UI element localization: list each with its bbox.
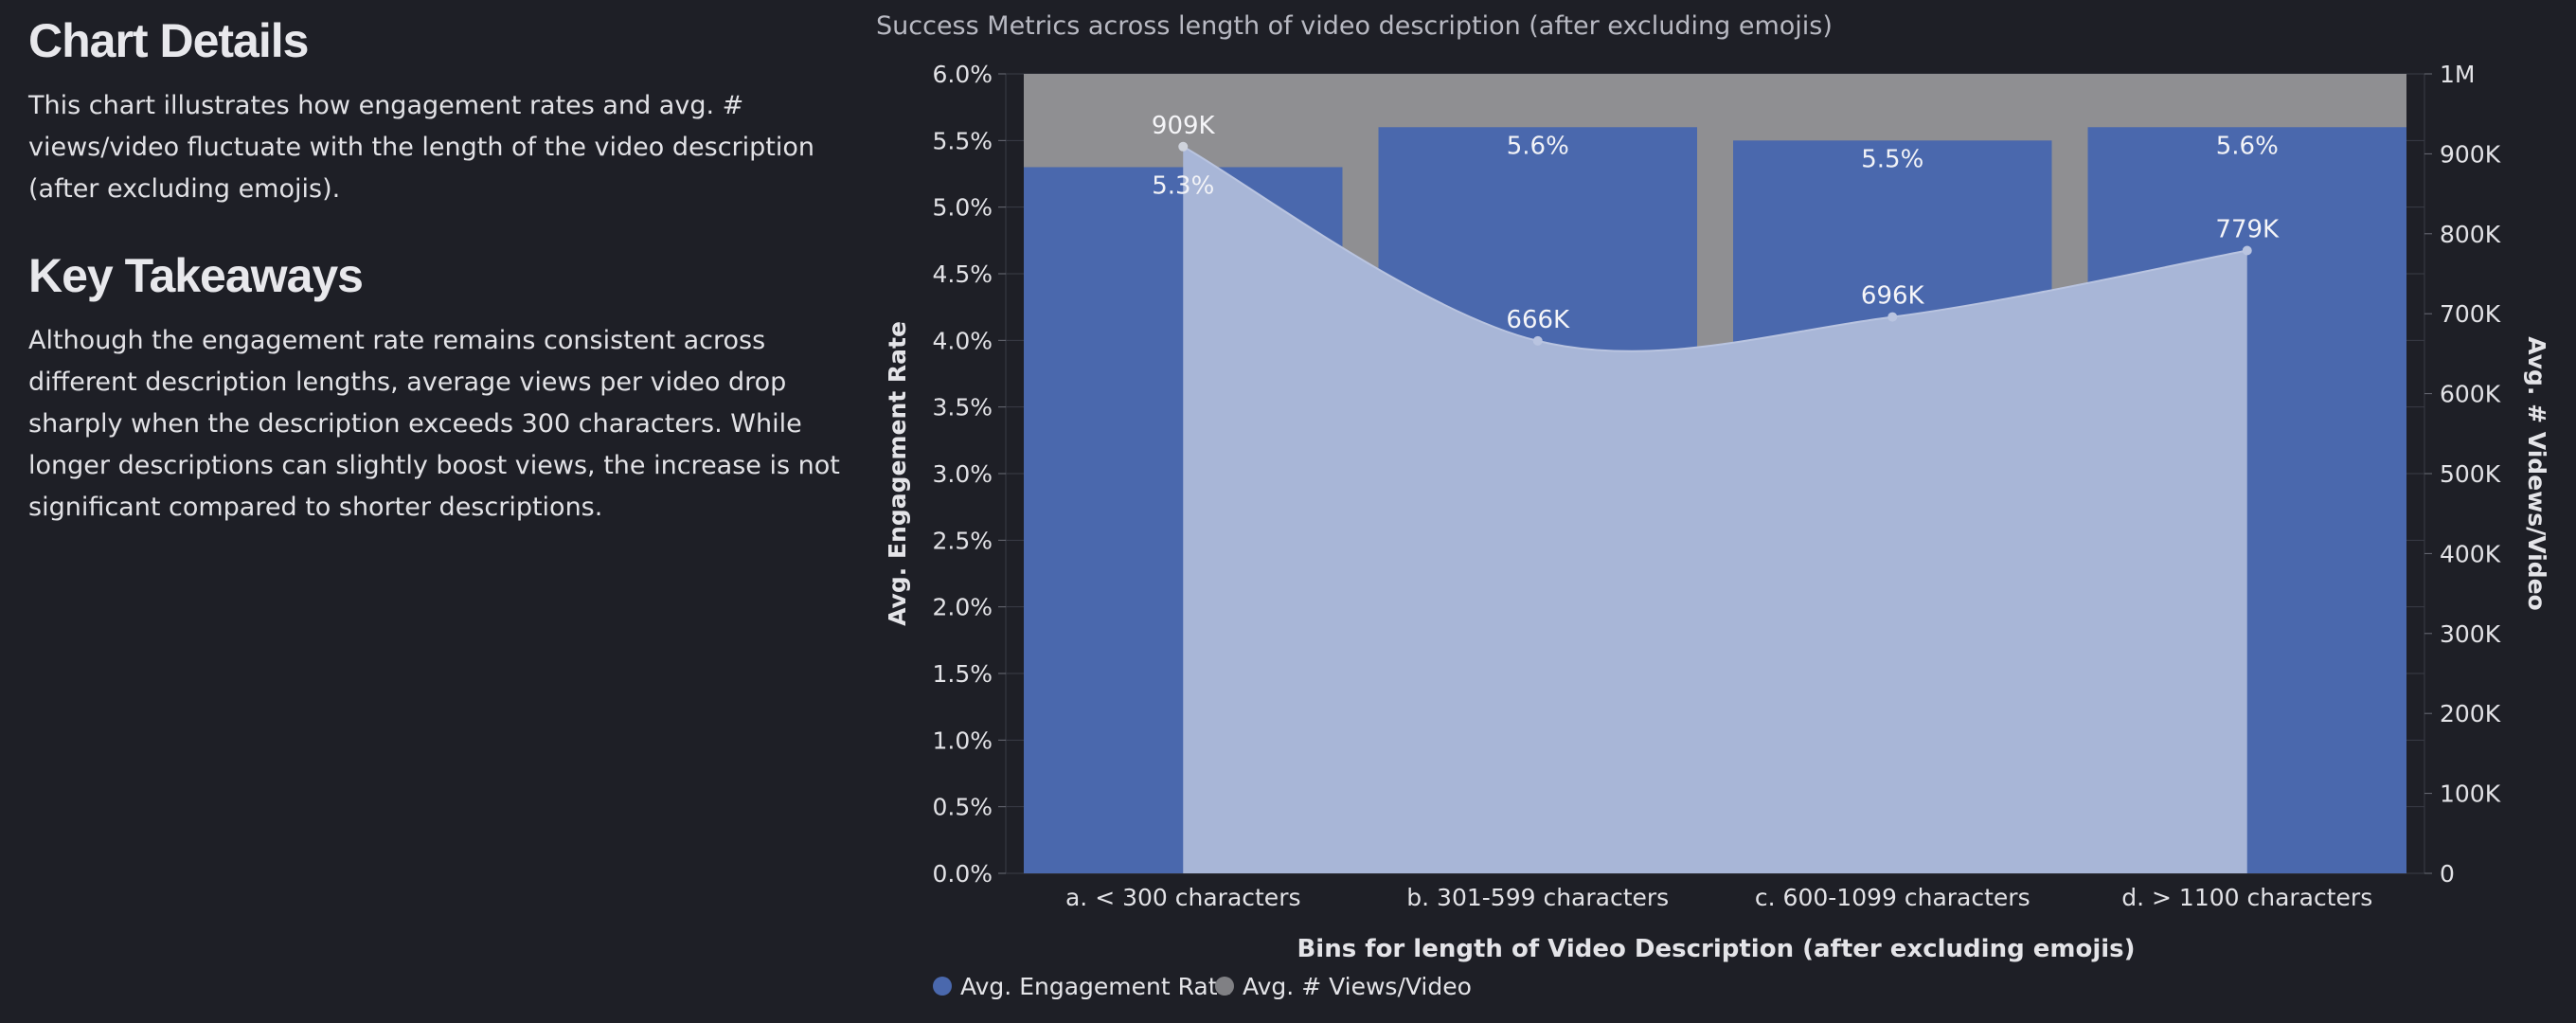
legend-item-views[interactable]: Avg. # Views/Video (1215, 973, 1472, 1000)
y2-tick-label: 800K (2440, 221, 2501, 248)
legend-views-marker (1215, 977, 1234, 996)
x-tick-label: b. 301-599 characters (1406, 884, 1669, 911)
x-axis-title: Bins for length of Video Description (af… (1297, 935, 2135, 963)
bar-value-label: 5.6% (2216, 132, 2279, 160)
views-value-label: 779K (2215, 216, 2280, 244)
y-tick-label: 0.0% (932, 860, 993, 888)
views-area-fill (1183, 146, 2247, 873)
views-point (1532, 335, 1543, 346)
y-tick-label: 3.5% (932, 394, 993, 422)
views-area (1178, 141, 2252, 873)
y-tick-label: 2.5% (932, 527, 993, 554)
y-tick-label: 4.5% (932, 260, 993, 288)
legend-engagement-label: Avg. Engagement Rate (960, 973, 1232, 1000)
y-tick-label: 1.5% (932, 660, 993, 688)
combo-chart: Success Metrics across length of video d… (876, 11, 2550, 1000)
y2-tick-label: 300K (2440, 620, 2501, 648)
y-tick-label: 5.0% (932, 194, 993, 222)
key-takeaways-text: Although the engagement rate remains con… (28, 326, 840, 522)
y2-tick-label: 700K (2440, 300, 2501, 328)
y2-tick-label: 600K (2440, 381, 2501, 408)
y2-tick-label: 100K (2440, 781, 2501, 808)
y2-tick-label: 400K (2440, 540, 2501, 567)
y2-tick-label: 0 (2440, 860, 2455, 888)
y-axis-title: Avg. Engagement Rate (884, 321, 911, 626)
x-tick-label: d. > 1100 characters (2121, 884, 2372, 911)
data-labels: 5.3% 5.6% 5.5% 5.6% 909K 666K 696K 779K (1152, 112, 2280, 334)
y2-axis-title: Avg. # Videws/Video (2523, 336, 2550, 610)
bar-value-label: 5.6% (1507, 132, 1569, 160)
y-tick-label: 3.0% (932, 460, 993, 488)
y2-tick-label: 1M (2440, 61, 2475, 88)
views-point (1178, 141, 1189, 152)
y-tick-label: 6.0% (932, 61, 993, 88)
x-tick-label: c. 600-1099 characters (1755, 884, 2030, 911)
axes: 0.0% 0.5% 1.0% 1.5% 2.0% 2.5% 3.0% 3.5% 4.0% 4.5%… (932, 61, 2500, 911)
views-point (1887, 312, 1898, 322)
y-tick-label: 5.5% (932, 127, 993, 154)
y2-tick-label: 900K (2440, 140, 2501, 168)
views-line (1182, 145, 2247, 352)
views-value-label: 909K (1152, 112, 1216, 140)
y-tick-label: 2.0% (932, 594, 993, 621)
y-tick-label: 4.0% (932, 327, 993, 354)
legend: Avg. Engagement Rate Avg. # Views/Video (933, 973, 1472, 1000)
bar-value-label: 5.5% (1861, 145, 1923, 173)
chart-container: Success Metrics across length of video d… (852, 0, 2576, 1019)
x-tick-label: a. < 300 characters (1065, 884, 1301, 911)
key-takeaways-heading: Key Takeaways (28, 249, 364, 302)
views-value-label: 696K (1861, 282, 1925, 311)
bar-value-label: 5.3% (1152, 171, 1214, 200)
chart-details-text: This chart illustrates how engagement ra… (28, 91, 815, 204)
y-tick-label: 0.5% (932, 794, 993, 821)
legend-item-engagement[interactable]: Avg. Engagement Rate (933, 973, 1232, 1000)
legend-engagement-marker (933, 977, 952, 996)
views-point (2242, 245, 2252, 256)
views-value-label: 666K (1506, 306, 1570, 334)
y-tick-label: 1.0% (932, 727, 993, 754)
chart-details-heading: Chart Details (28, 14, 309, 67)
y2-tick-label: 500K (2440, 460, 2501, 488)
y2-tick-label: 200K (2440, 700, 2501, 727)
chart-title: Success Metrics across length of video d… (876, 11, 1833, 41)
text-panel: Chart Details This chart illustrates how… (28, 13, 843, 566)
legend-views-label: Avg. # Views/Video (1243, 973, 1472, 1000)
